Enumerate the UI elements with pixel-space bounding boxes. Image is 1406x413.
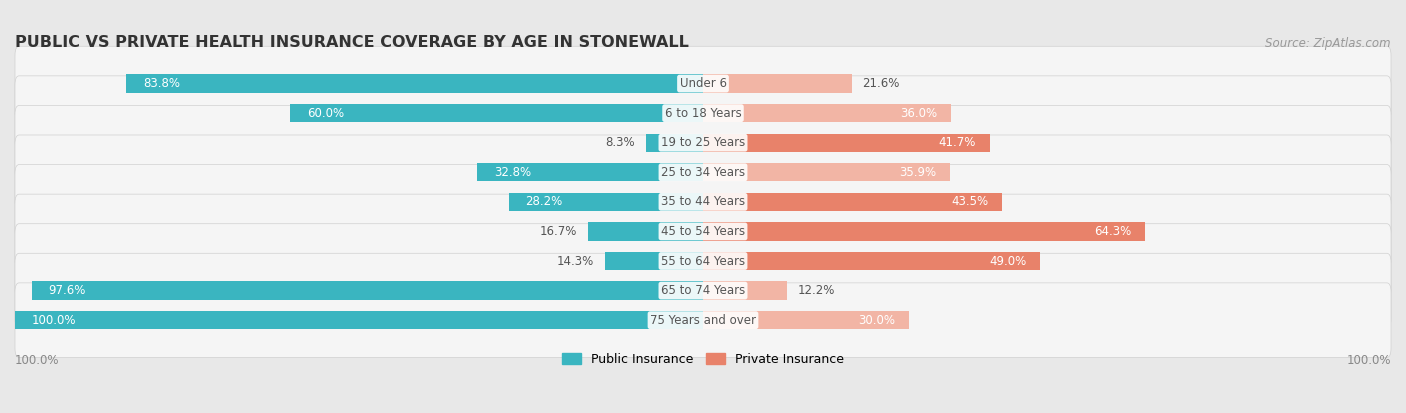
Text: 100.0%: 100.0% xyxy=(31,313,76,327)
Text: 19 to 25 Years: 19 to 25 Years xyxy=(661,136,745,149)
Text: 14.3%: 14.3% xyxy=(557,254,593,268)
Bar xyxy=(703,193,1002,211)
Bar xyxy=(703,74,852,93)
FancyBboxPatch shape xyxy=(15,194,1391,269)
Bar xyxy=(31,281,703,300)
Text: 43.5%: 43.5% xyxy=(952,195,988,209)
FancyBboxPatch shape xyxy=(15,224,1391,298)
Bar xyxy=(290,104,703,122)
Bar xyxy=(703,163,950,181)
FancyBboxPatch shape xyxy=(15,46,1391,121)
Bar xyxy=(477,163,703,181)
FancyBboxPatch shape xyxy=(15,76,1391,150)
FancyBboxPatch shape xyxy=(15,135,1391,209)
Text: 49.0%: 49.0% xyxy=(988,254,1026,268)
Bar xyxy=(127,74,703,93)
Text: 55 to 64 Years: 55 to 64 Years xyxy=(661,254,745,268)
FancyBboxPatch shape xyxy=(15,283,1391,358)
Text: 75 Years and over: 75 Years and over xyxy=(650,313,756,327)
Text: 6 to 18 Years: 6 to 18 Years xyxy=(665,107,741,120)
Bar xyxy=(703,311,910,329)
Bar xyxy=(15,311,703,329)
Text: 97.6%: 97.6% xyxy=(48,284,86,297)
Text: 32.8%: 32.8% xyxy=(494,166,531,179)
FancyBboxPatch shape xyxy=(15,105,1391,180)
Bar xyxy=(509,193,703,211)
Text: 36.0%: 36.0% xyxy=(900,107,936,120)
Text: 35.9%: 35.9% xyxy=(898,166,936,179)
Text: 16.7%: 16.7% xyxy=(540,225,576,238)
Text: 64.3%: 64.3% xyxy=(1094,225,1132,238)
Text: 60.0%: 60.0% xyxy=(307,107,344,120)
Legend: Public Insurance, Private Insurance: Public Insurance, Private Insurance xyxy=(562,353,844,366)
Text: 21.6%: 21.6% xyxy=(863,77,900,90)
Bar xyxy=(703,281,787,300)
Bar xyxy=(703,104,950,122)
Text: PUBLIC VS PRIVATE HEALTH INSURANCE COVERAGE BY AGE IN STONEWALL: PUBLIC VS PRIVATE HEALTH INSURANCE COVER… xyxy=(15,35,689,50)
Bar xyxy=(703,222,1146,241)
Text: 41.7%: 41.7% xyxy=(939,136,976,149)
Bar xyxy=(645,133,703,152)
Text: 12.2%: 12.2% xyxy=(799,284,835,297)
Text: 25 to 34 Years: 25 to 34 Years xyxy=(661,166,745,179)
Text: 100.0%: 100.0% xyxy=(15,354,59,367)
Bar xyxy=(703,252,1040,270)
Bar xyxy=(703,133,990,152)
Text: 100.0%: 100.0% xyxy=(1347,354,1391,367)
Text: 30.0%: 30.0% xyxy=(859,313,896,327)
Bar xyxy=(588,222,703,241)
Text: Source: ZipAtlas.com: Source: ZipAtlas.com xyxy=(1265,37,1391,50)
Text: 35 to 44 Years: 35 to 44 Years xyxy=(661,195,745,209)
Text: 8.3%: 8.3% xyxy=(605,136,636,149)
FancyBboxPatch shape xyxy=(15,253,1391,328)
Text: 28.2%: 28.2% xyxy=(526,195,562,209)
Text: 45 to 54 Years: 45 to 54 Years xyxy=(661,225,745,238)
FancyBboxPatch shape xyxy=(15,164,1391,239)
Text: 83.8%: 83.8% xyxy=(143,77,180,90)
Bar xyxy=(605,252,703,270)
Text: 65 to 74 Years: 65 to 74 Years xyxy=(661,284,745,297)
Text: Under 6: Under 6 xyxy=(679,77,727,90)
